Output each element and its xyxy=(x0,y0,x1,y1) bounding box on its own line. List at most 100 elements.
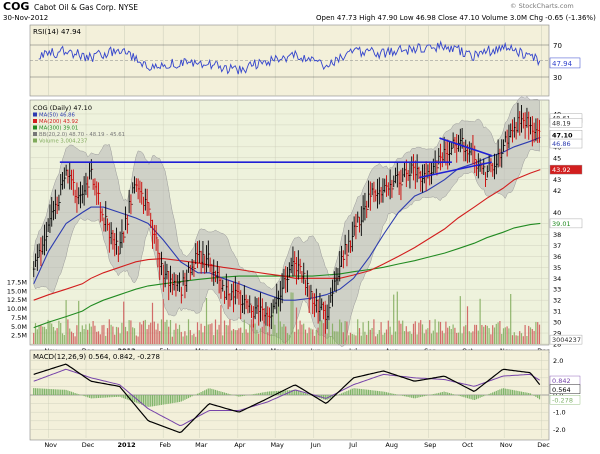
macd-hist-bar xyxy=(49,389,50,395)
volume-bar xyxy=(357,319,358,344)
volume-bar xyxy=(472,331,473,344)
macd-hist-bar xyxy=(301,392,302,395)
volume-bar xyxy=(420,320,421,344)
macd-hist-bar xyxy=(53,389,54,395)
volume-bar xyxy=(381,322,382,344)
volume-bar xyxy=(82,325,83,344)
macd-hist-bar xyxy=(339,394,340,395)
volume-bar xyxy=(139,322,140,344)
macd-hist-bar xyxy=(258,393,259,395)
volume-bar xyxy=(336,331,337,344)
volume-bar xyxy=(363,322,364,344)
volume-bar xyxy=(258,334,259,344)
chart-header: COG Cabot Oil & Gas Corp. NYSE 30-Nov-20… xyxy=(3,0,596,22)
volume-bar xyxy=(40,326,41,345)
volume-bar xyxy=(87,330,88,344)
macd-hist-bar xyxy=(213,389,214,395)
macd-hist-bar xyxy=(346,391,347,395)
macd-hist-bar xyxy=(298,391,299,395)
volume-bar xyxy=(406,326,407,344)
macd-hist-bar xyxy=(148,395,149,407)
volume-bar xyxy=(343,332,344,344)
volume-bar xyxy=(310,329,311,345)
volume-bar xyxy=(449,326,450,344)
volume-bar xyxy=(327,334,328,345)
volume-bar xyxy=(213,335,214,344)
volume-bar xyxy=(280,321,281,344)
volume-bar xyxy=(409,331,410,344)
macd-hist-bar xyxy=(447,393,448,396)
price-tag-text: 47.10 xyxy=(552,131,573,139)
macd-hist-bar xyxy=(264,392,265,395)
volume-bar xyxy=(391,335,392,344)
macd-hist-bar xyxy=(528,393,529,395)
volume-bar xyxy=(285,327,286,345)
macd-x-tick: May xyxy=(270,441,284,449)
volume-bar xyxy=(143,321,144,344)
volume-bar xyxy=(334,331,335,344)
legend-swatch xyxy=(33,113,37,117)
macd-hist-bar xyxy=(186,395,187,399)
volume-bar xyxy=(51,324,52,345)
volume-bar xyxy=(136,336,137,345)
macd-hist-bar xyxy=(490,393,491,395)
macd-hist-bar xyxy=(422,395,423,397)
macd-hist-bar xyxy=(516,391,517,395)
macd-hist-bar xyxy=(255,394,256,395)
macd-hist-bar xyxy=(107,395,108,397)
macd-hist-bar xyxy=(42,389,43,395)
volume-bar xyxy=(471,333,472,344)
volume-bar xyxy=(125,327,126,344)
macd-hist-bar xyxy=(309,395,310,396)
macd-hist-bar xyxy=(159,395,160,405)
volume-bar xyxy=(240,328,241,344)
macd-hist-bar xyxy=(156,395,157,406)
rsi-tag-text: 47.94 xyxy=(552,60,573,68)
volume-bar xyxy=(211,323,212,344)
price-tag: 39.01 xyxy=(550,219,582,228)
macd-hist-bar xyxy=(426,395,427,396)
volume-bar xyxy=(165,322,166,344)
volume-bar xyxy=(150,323,151,344)
volume-bar xyxy=(130,320,131,344)
macd-hist-bar xyxy=(105,395,106,398)
volume-bar xyxy=(129,320,130,344)
volume-bar xyxy=(152,303,153,344)
macd-hist-bar xyxy=(197,394,198,395)
rsi-panel: RSI(14) 47.94 70 50 30 47.94 xyxy=(30,25,580,96)
rsi-tick-30: 30 xyxy=(553,74,562,82)
macd-hist-bar xyxy=(366,390,367,395)
macd-hist-bar xyxy=(190,395,191,397)
macd-hist-bar xyxy=(55,389,56,395)
macd-hist-bar xyxy=(147,395,148,407)
volume-bar xyxy=(503,328,504,344)
volume-bar xyxy=(454,328,455,344)
macd-hist-bar xyxy=(373,391,374,396)
macd-hist-bar xyxy=(33,388,34,395)
volume-bar xyxy=(181,332,182,344)
macd-hist-bar xyxy=(170,395,171,404)
macd-hist-bar xyxy=(237,395,238,396)
macd-hist-bar xyxy=(388,393,389,395)
volume-bar xyxy=(424,333,425,344)
volume-bar xyxy=(496,324,497,344)
macd-hist-bar xyxy=(177,395,178,402)
volume-bar xyxy=(445,322,446,344)
macd-x-tick: Nov xyxy=(500,441,513,449)
macd-x-tick: Mar xyxy=(195,441,208,449)
volume-y-tick: 7.5M xyxy=(11,314,27,322)
macd-hist-bar xyxy=(361,389,362,395)
macd-hist-bar xyxy=(395,394,396,395)
volume-bar xyxy=(141,324,142,344)
price-tag: 46.86 xyxy=(550,139,582,148)
volume-bar xyxy=(39,325,40,344)
volume-bar xyxy=(170,320,171,344)
volume-bar xyxy=(417,334,418,344)
rsi-tick-70: 70 xyxy=(553,42,562,50)
volume-bar xyxy=(355,336,356,345)
price-tag-text: 39.01 xyxy=(552,220,571,228)
volume-bar xyxy=(386,330,387,345)
macd-hist-bar xyxy=(537,395,538,398)
volume-bar xyxy=(415,321,416,344)
